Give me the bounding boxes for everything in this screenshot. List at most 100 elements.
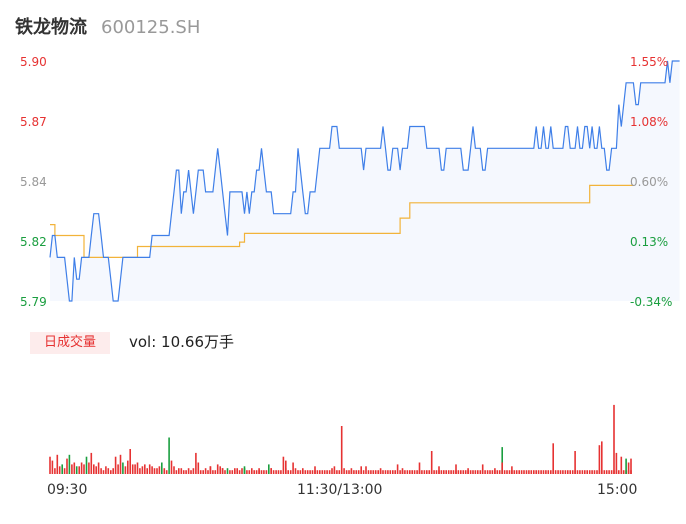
pct-label-right-1: 1.08% <box>630 115 669 129</box>
volume-bar <box>416 470 418 474</box>
volume-bar <box>464 470 467 474</box>
volume-bar <box>97 462 100 474</box>
volume-bar <box>593 470 596 474</box>
volume-bar <box>90 452 93 474</box>
volume-bar <box>370 470 372 474</box>
volume-bar <box>75 466 78 474</box>
volume-bar <box>350 468 353 474</box>
volume-bar <box>231 470 234 474</box>
chart-title-row: 铁龙物流 600125.SH <box>15 13 200 39</box>
volume-bar <box>455 464 457 474</box>
volume-bar <box>372 470 375 474</box>
volume-bar <box>141 466 144 474</box>
volume-bar <box>435 470 438 474</box>
volume-bar <box>596 470 598 474</box>
volume-bar <box>374 470 377 474</box>
volume-bar <box>550 470 552 474</box>
volume-bar <box>440 470 443 474</box>
volume-bar <box>418 462 421 474</box>
volume-bar <box>389 470 392 474</box>
volume-bar <box>447 470 450 474</box>
volume-bar <box>156 468 158 474</box>
volume-bar <box>355 470 358 474</box>
volume-bar <box>93 464 95 474</box>
pct-label-right-4: -0.34% <box>630 295 673 309</box>
volume-bar <box>241 468 243 474</box>
volume-bar <box>95 466 97 474</box>
volume-summary: vol: 10.66万手 <box>129 333 234 351</box>
volume-bar <box>192 468 195 474</box>
volume-bar <box>384 470 387 474</box>
volume-bar <box>190 470 192 474</box>
volume-bar <box>285 460 287 474</box>
volume-bar <box>537 470 540 474</box>
volume-bar <box>421 470 423 474</box>
volume-bar <box>170 460 173 474</box>
volume-bar <box>428 470 430 474</box>
volume-bar <box>331 468 333 474</box>
volume-bar <box>554 470 557 474</box>
volume-bar <box>56 454 59 474</box>
volume-bar <box>161 462 163 474</box>
volume-bar <box>151 466 153 474</box>
stock-code: 600125.SH <box>101 17 201 38</box>
volume-bar <box>469 470 472 474</box>
volume-bar <box>503 470 506 474</box>
volume-bar <box>630 458 632 474</box>
volume-bar <box>204 468 207 474</box>
volume-bar <box>336 470 338 474</box>
volume-bar <box>450 470 452 474</box>
volume-bar <box>224 470 226 474</box>
volume-bar <box>413 470 416 474</box>
volume-bar <box>299 470 302 474</box>
volume-bar <box>479 470 482 474</box>
volume-bar <box>491 470 494 474</box>
volume-bar <box>601 441 603 474</box>
volume-bar <box>61 464 63 474</box>
volume-bar <box>357 470 360 474</box>
volume-bar <box>270 468 272 474</box>
volume-bar <box>591 470 593 474</box>
pct-label-right-0: 1.55% <box>630 55 669 69</box>
volume-bar <box>229 470 231 474</box>
volume-bar <box>54 468 56 474</box>
volume-bar <box>622 470 625 474</box>
volume-bar <box>559 470 562 474</box>
volume-bar <box>396 464 399 474</box>
volume-bar <box>134 464 136 474</box>
volume-bar <box>319 470 321 474</box>
volume-bar <box>168 437 170 474</box>
volume-bar <box>258 468 260 474</box>
volume-bar <box>542 470 545 474</box>
volume-bar <box>518 470 520 474</box>
volume-bar <box>178 468 180 474</box>
time-label-close: 15:00 <box>597 482 638 498</box>
volume-bar <box>68 454 71 474</box>
volume-bar <box>263 470 265 474</box>
volume-bar <box>343 468 345 474</box>
volume-bar <box>219 466 221 474</box>
volume-bar <box>146 468 148 474</box>
volume-bar <box>443 470 445 474</box>
volume-bar <box>287 470 289 474</box>
volume-bar <box>243 466 246 474</box>
volume-bar <box>579 470 581 474</box>
volume-bar <box>365 466 367 474</box>
volume-bar <box>234 468 236 474</box>
volume-bar <box>292 462 294 474</box>
volume-bar <box>409 470 411 474</box>
volume-bar <box>66 458 68 474</box>
volume-bar <box>131 464 134 474</box>
price-area-fill <box>50 61 680 301</box>
volume-bar <box>309 470 311 474</box>
volume-bar <box>618 470 620 474</box>
volume-bar <box>411 470 413 474</box>
volume-bar <box>438 466 440 474</box>
volume-bar <box>625 458 627 474</box>
volume-bar <box>528 470 530 474</box>
volume-bar <box>457 470 460 474</box>
volume-bar <box>348 470 350 474</box>
volume-bar <box>173 466 175 474</box>
volume-bar <box>112 468 114 474</box>
volume-bar <box>533 470 535 474</box>
